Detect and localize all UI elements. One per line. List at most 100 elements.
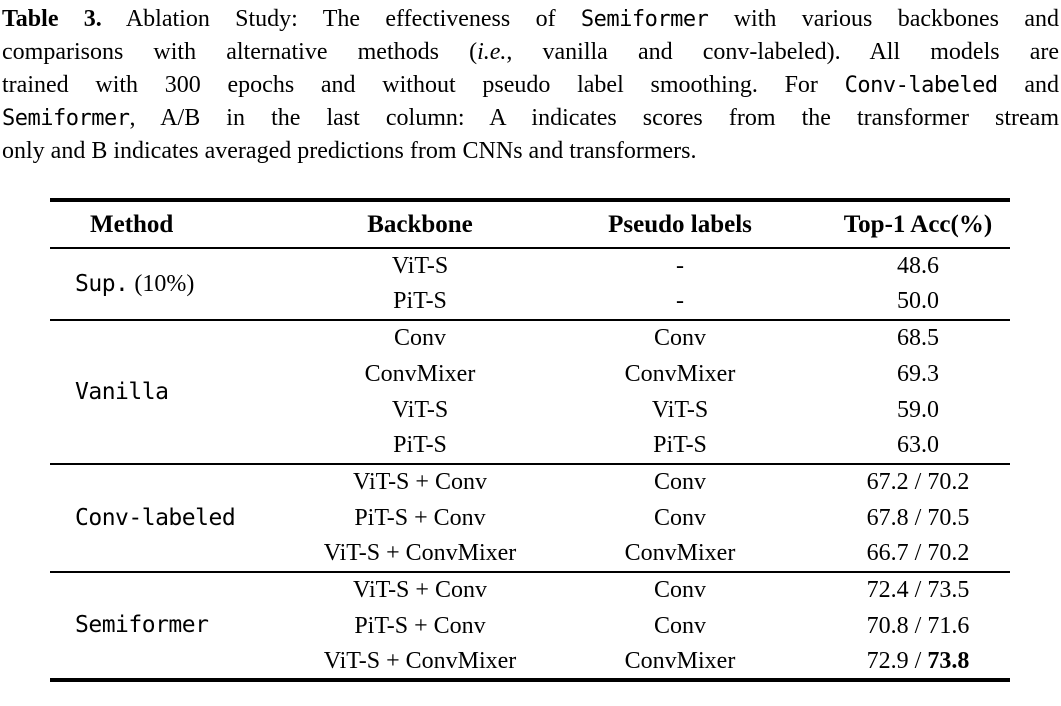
method-segment: Conv-labeled <box>75 504 236 531</box>
acc-segment: 63.0 <box>897 432 939 458</box>
acc-segment: 66.7 / 70.2 <box>866 540 970 566</box>
acc-segment: 68.5 <box>897 325 939 351</box>
table-header: Method Backbone Pseudo labels Top-1 Acc(… <box>50 200 1010 248</box>
caption-segment: , A/B in the last column: A indicates sc… <box>129 105 1059 131</box>
table-group: Semiformer ViT-S + Conv Conv 72.4 / 73.5 PiT… <box>50 572 1010 680</box>
backbone-cell: PiT-S + Conv <box>354 504 486 531</box>
pseudo-cell: - <box>676 288 684 314</box>
pseudo-cell: Conv <box>653 612 706 639</box>
table-group: Vanilla Conv Conv 68.5 ConvMixer ConvMixer 69.… <box>50 320 1010 464</box>
backbone-cell: ViT-S + ConvMixer <box>323 540 517 566</box>
caption-segment: Table 3. <box>2 6 102 32</box>
backbone-cell: PiT-S + Conv <box>354 612 486 639</box>
header-row: Method Backbone Pseudo labels Top-1 Acc(… <box>50 200 1010 248</box>
table-caption: Table 3. Ablation Study: The effectivene… <box>2 3 1059 168</box>
backbone-cell: ViT-S + Conv <box>353 469 487 495</box>
acc-cell: 70.8 / 71.6 <box>826 608 1010 644</box>
table-row: ViT-S + ConvMixer ConvMixer 72.9 / 73.8 <box>50 644 1010 680</box>
method-cell: Sup. (10%) <box>50 248 306 320</box>
acc-cell: 67.2 / 70.2 <box>826 464 1010 500</box>
backbone-cell: ViT-S <box>391 253 449 279</box>
caption-segment: with various backbones and <box>708 6 1059 32</box>
ablation-table: Method Backbone Pseudo labels Top-1 Acc(… <box>50 198 1010 682</box>
table-row: ViT-S + ConvMixer ConvMixer 66.7 / 70.2 <box>50 536 1010 572</box>
acc-segment: 72.4 / 73.5 <box>866 577 970 603</box>
table-group: Conv-labeled ViT-S + Conv Conv 67.2 / 70.2 P… <box>50 464 1010 572</box>
method-cell: Vanilla <box>50 320 306 464</box>
table-row: Vanilla Conv Conv 68.5 <box>50 320 1010 405</box>
caption-segment: Semiformer <box>2 106 130 131</box>
backbone-cell: PiT-S <box>393 288 447 314</box>
caption-segment: comparisons with alternative methods ( <box>2 39 478 65</box>
table-row: PiT-S + Conv Conv 67.8 / 70.5 <box>50 500 1010 536</box>
caption-line: Semiformer, A/B in the last column: A in… <box>2 102 1059 135</box>
pseudo-cell: ConvMixer <box>624 647 736 674</box>
caption-line: Table 3. Ablation Study: The effectivene… <box>2 3 1059 36</box>
table-row: ConvMixer ConvMixer 69.3 <box>50 356 1010 392</box>
backbone-cell: PiT-S <box>393 432 447 458</box>
pseudo-cell: PiT-S <box>653 432 707 458</box>
caption-segment: only and B indicates averaged prediction… <box>2 138 697 164</box>
acc-segment: 67.2 / 70.2 <box>866 469 970 495</box>
table-row: Semiformer ViT-S + Conv Conv 72.4 / 73.5 <box>50 572 1010 638</box>
acc-cell: 63.0 <box>826 428 1010 464</box>
method-segment: Vanilla <box>75 378 169 405</box>
table-row: PiT-S - 50.0 <box>50 284 1010 320</box>
method-segment: Sup. <box>75 270 129 297</box>
page: { "caption": { "lines": [ {"segments": [… <box>0 3 1061 706</box>
table-group: Sup. (10%) ViT-S - 48.6 PiT-S - 50.0 <box>50 248 1010 320</box>
pseudo-cell: Conv <box>653 577 706 603</box>
method-cell: Conv-labeled <box>50 464 306 572</box>
acc-segment: 59.0 <box>897 396 939 423</box>
pseudo-cell: Conv <box>653 325 706 351</box>
acc-cell: 68.5 <box>826 320 1010 356</box>
acc-cell: 48.6 <box>826 248 1010 284</box>
acc-segment: 48.6 <box>897 253 939 279</box>
acc-cell: 72.4 / 73.5 <box>826 572 1010 608</box>
caption-segment: Conv-labeled <box>844 73 998 98</box>
caption-segment: i.e. <box>477 39 507 65</box>
pseudo-cell: ViT-S <box>651 396 709 423</box>
backbone-cell: ConvMixer <box>364 360 476 387</box>
pseudo-cell: Conv <box>653 504 706 531</box>
caption-segment: and <box>997 72 1060 98</box>
backbone-cell: Conv <box>393 325 446 351</box>
acc-segment: 70.8 / 71.6 <box>866 612 970 639</box>
caption-segment: trained with 300 epochs and without pseu… <box>2 72 845 98</box>
backbone-cell: ViT-S + Conv <box>353 577 487 603</box>
acc-segment: 72.9 / <box>866 647 928 674</box>
col-header-pseudo-labels: Pseudo labels <box>608 210 752 238</box>
table-row: Conv-labeled ViT-S + Conv Conv 67.2 / 70.2 <box>50 464 1010 531</box>
table-row: PiT-S + Conv Conv 70.8 / 71.6 <box>50 608 1010 644</box>
method-segment: (10%) <box>128 270 195 297</box>
acc-cell: 69.3 <box>826 356 1010 392</box>
caption-segment: , vanilla and conv-labeled). All models … <box>506 39 1060 65</box>
backbone-cell: ViT-S <box>391 396 449 423</box>
pseudo-cell: Conv <box>653 469 706 495</box>
pseudo-cell: ConvMixer <box>624 360 736 387</box>
col-header-top1-acc: Top-1 Acc(%) <box>843 210 993 238</box>
acc-cell: 66.7 / 70.2 <box>826 536 1010 572</box>
acc-segment: 73.8 <box>927 647 970 674</box>
backbone-cell: ViT-S + ConvMixer <box>323 647 517 674</box>
caption-line: trained with 300 epochs and without pseu… <box>2 69 1059 102</box>
table-row: PiT-S PiT-S 63.0 <box>50 428 1010 464</box>
caption-line: comparisons with alternative methods (i.… <box>2 36 1059 69</box>
col-header-method: Method <box>90 210 174 238</box>
caption-line: only and B indicates averaged prediction… <box>2 135 1059 168</box>
col-header-backbone: Backbone <box>367 210 473 238</box>
acc-cell: 50.0 <box>826 284 1010 320</box>
acc-cell: 59.0 <box>826 392 1010 428</box>
method-segment: Semiformer <box>75 612 209 638</box>
caption-segment: Ablation Study: The effectiveness of <box>101 6 581 32</box>
caption-segment: Semiformer <box>580 7 709 32</box>
method-cell: Semiformer <box>50 572 306 680</box>
table-row: ViT-S ViT-S 59.0 <box>50 392 1010 428</box>
pseudo-cell: ConvMixer <box>624 540 736 566</box>
acc-segment: 67.8 / 70.5 <box>866 504 970 531</box>
acc-cell: 72.9 / 73.8 <box>826 644 1010 680</box>
pseudo-cell: - <box>676 253 684 279</box>
acc-segment: 69.3 <box>897 360 939 387</box>
table-row: Sup. (10%) ViT-S - 48.6 <box>50 248 1010 297</box>
acc-segment: 50.0 <box>897 288 939 314</box>
